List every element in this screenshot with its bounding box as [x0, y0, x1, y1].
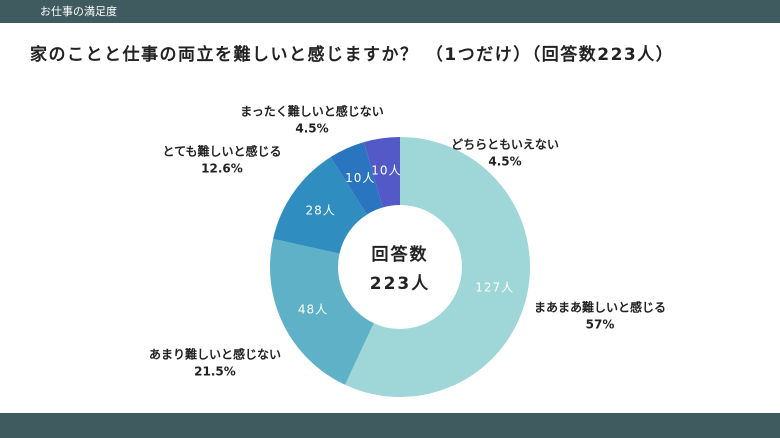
- header-bar: [0, 0, 780, 23]
- category-label: どちらともいえない: [451, 138, 559, 152]
- center-label: 回答数: [372, 244, 429, 265]
- value-label: 48人: [298, 302, 328, 316]
- value-label: 127人: [475, 281, 514, 295]
- category-label: とても難しいと感じる: [162, 144, 281, 159]
- donut-segment: [330, 142, 383, 215]
- footer-bar: [0, 413, 780, 438]
- category-label: あまり難しいと感じない: [149, 347, 281, 362]
- value-label: 10人: [371, 163, 401, 177]
- percent-label: 4.5%: [488, 155, 521, 169]
- value-label: 10人: [345, 171, 375, 185]
- category-label: まったく難しいと感じない: [240, 104, 384, 119]
- donut-segment: [273, 157, 367, 254]
- donut-segment: [270, 238, 374, 385]
- donut-segment: [345, 137, 531, 398]
- chart-title: 家のことと仕事の両立を難しいと感じますか？ （1つだけ）（回答数223人）: [30, 44, 674, 65]
- percent-label: 57%: [586, 318, 615, 332]
- percent-label: 4.5%: [295, 122, 328, 136]
- header-title: お仕事の満足度: [40, 4, 117, 18]
- donut-segment: [363, 137, 400, 208]
- value-label: 28人: [306, 204, 336, 218]
- center-label: 223人: [370, 274, 431, 294]
- category-label: まあまあ難しいと感じる: [534, 300, 666, 315]
- percent-label: 21.5%: [194, 365, 236, 379]
- percent-label: 12.6%: [201, 162, 243, 176]
